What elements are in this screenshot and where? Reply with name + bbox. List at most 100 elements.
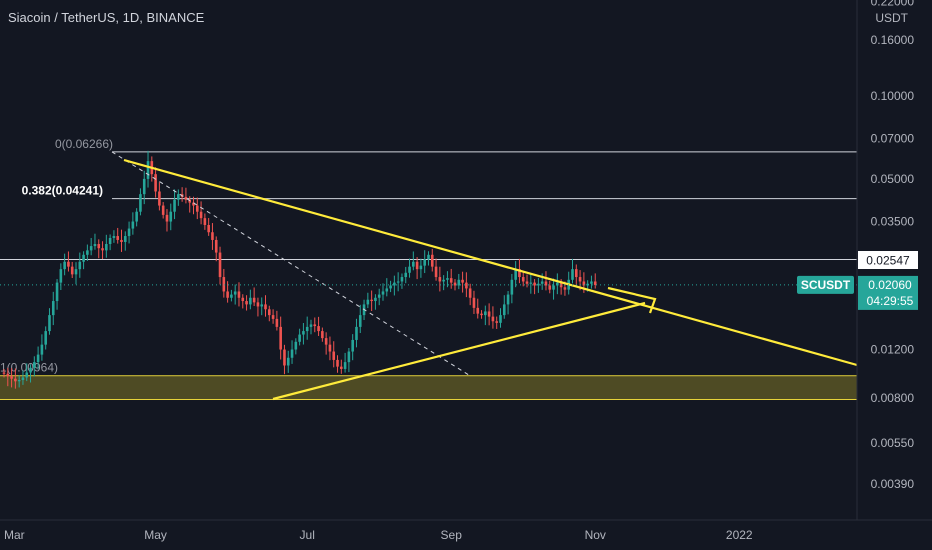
candle-body <box>108 237 112 245</box>
candle-body <box>351 339 354 352</box>
time-axis[interactable]: Mar May Jul Sep Nov 2022 <box>4 528 753 542</box>
candle-body <box>347 351 351 363</box>
candle-body <box>177 194 180 200</box>
svg-text:SCUSDT: SCUSDT <box>801 278 851 292</box>
candle-body <box>412 261 415 267</box>
candle-body <box>358 315 362 327</box>
price-tick-label: 0.16000 <box>871 33 915 47</box>
candle-body <box>195 205 199 212</box>
candle-body <box>593 281 597 285</box>
candle-body <box>252 297 256 303</box>
candle-body <box>321 331 324 339</box>
candle-body <box>158 191 161 206</box>
candle-body <box>491 316 495 322</box>
candle-body <box>40 344 44 355</box>
candle-body <box>313 324 317 327</box>
candle-body <box>211 232 214 240</box>
candle-body <box>540 281 544 284</box>
candle-body <box>2 372 6 374</box>
price-tick-label: 0.22000 <box>871 0 915 9</box>
candle-body <box>218 252 222 278</box>
candle-body <box>480 313 483 316</box>
candle-body <box>590 281 593 284</box>
candle-body <box>214 239 218 253</box>
candle-body <box>44 331 47 345</box>
candle-body <box>97 244 101 249</box>
candle-body <box>506 294 510 305</box>
candle-body <box>169 211 173 222</box>
candle-body <box>279 326 282 350</box>
candle-body <box>544 281 548 286</box>
candle-body <box>324 338 328 345</box>
support-zone <box>0 376 857 401</box>
price-axis-unit: USDT <box>875 11 908 25</box>
candle-body <box>165 214 169 222</box>
descending-trendline <box>123 158 858 367</box>
price-tick-label: 0.00390 <box>871 477 915 491</box>
candle-body <box>120 239 123 242</box>
candle-body <box>574 269 578 278</box>
support-zone-fill <box>0 376 857 400</box>
candle-body <box>476 307 480 314</box>
candle-body <box>529 282 533 284</box>
price-tick-label: 0.00550 <box>871 436 915 450</box>
candle-body <box>112 236 116 238</box>
time-tick-label: Jul <box>300 528 315 542</box>
candle-body <box>381 291 385 295</box>
candle-body <box>135 211 138 222</box>
candle-body <box>237 291 241 298</box>
price-axis[interactable]: 0.22000 0.16000 0.10000 0.07000 0.05000 0.035… <box>871 0 915 491</box>
candle-body <box>203 218 207 225</box>
candle-body <box>14 378 17 382</box>
candle-body <box>340 366 343 369</box>
breakout-arrow <box>607 286 657 314</box>
plot-area: 0(0.06266) 0.382(0.04241) 1(0.00964) <box>0 137 858 401</box>
candle-body <box>207 224 210 233</box>
candle-body <box>131 221 135 229</box>
candle-body <box>582 281 586 286</box>
fib-level-label: 0.382(0.04241) <box>22 184 103 198</box>
candle-body <box>487 311 491 317</box>
candle-body <box>105 244 108 251</box>
marked-price-label: 0.02547 <box>858 251 918 269</box>
fib-level-label: 1(0.00964) <box>0 361 58 375</box>
candle-body <box>537 283 540 286</box>
time-tick-label: Nov <box>585 528 606 542</box>
candle-body <box>139 194 142 212</box>
candle-body <box>55 282 59 302</box>
candle-body <box>25 372 29 378</box>
candle-body <box>226 291 229 298</box>
candle-body <box>286 357 290 366</box>
candle-body <box>271 315 275 319</box>
candle-body <box>260 304 264 307</box>
candle-body <box>374 297 377 302</box>
candle-body <box>484 311 487 316</box>
candle-body <box>245 301 248 305</box>
candle-body <box>389 285 392 289</box>
candle-body <box>556 282 559 286</box>
candle-body <box>468 288 472 298</box>
candle-body <box>586 283 589 286</box>
candle-body <box>249 297 252 305</box>
candle-body <box>33 362 36 368</box>
candle-body <box>294 341 298 350</box>
candle-body <box>510 279 514 295</box>
candle-body <box>559 282 563 288</box>
candle-body <box>241 297 245 302</box>
last-price-label: 0.02060 04:29:55 <box>858 275 918 310</box>
candle-body <box>438 277 442 282</box>
candle-body <box>457 279 461 286</box>
candle-body <box>518 269 521 278</box>
candle-body <box>86 250 89 255</box>
candle-body <box>146 161 150 179</box>
candle-body <box>268 309 271 316</box>
candle-body <box>59 269 63 283</box>
candle-body <box>199 211 203 219</box>
svg-text:0.02060: 0.02060 <box>868 278 912 292</box>
candle-body <box>521 277 525 282</box>
candle-body <box>10 376 13 379</box>
fib-diagonal <box>111 151 471 377</box>
candle-body <box>419 265 423 270</box>
candle-body <box>63 261 66 270</box>
